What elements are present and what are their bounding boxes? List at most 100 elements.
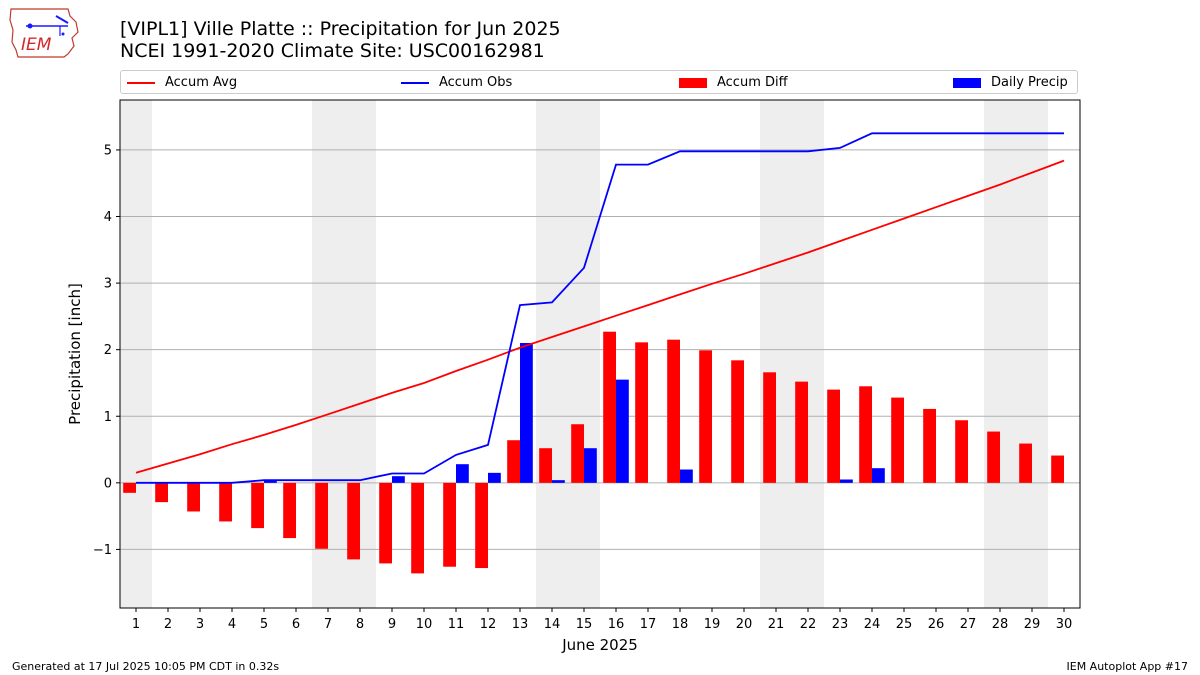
x-tick-label: 26 xyxy=(928,617,945,632)
daily-precip-bar xyxy=(616,379,629,483)
x-tick-label: 4 xyxy=(228,617,236,632)
legend-item-daily-precip: Daily Precip xyxy=(953,74,1068,92)
accum-diff-bar xyxy=(795,381,808,483)
accum-diff-bar xyxy=(347,482,360,560)
weekend-shade-day-29 xyxy=(1016,100,1048,608)
x-tick-label: 28 xyxy=(992,617,1009,632)
daily-precip-bar xyxy=(456,464,469,483)
weekend-shade-day-15 xyxy=(568,100,600,608)
x-tick-label: 9 xyxy=(388,617,396,632)
y-tick-label: 0 xyxy=(104,476,112,491)
legend-item-accum-avg: Accum Avg xyxy=(127,74,237,92)
legend-swatch-accum-avg xyxy=(127,81,155,84)
x-tick-label: 15 xyxy=(576,617,593,632)
x-tick-label: 6 xyxy=(292,617,300,632)
accum-obs-line xyxy=(136,132,1064,484)
y-tick-label: 1 xyxy=(104,410,112,425)
accum-diff-bar xyxy=(123,482,136,493)
accum-diff-bar xyxy=(251,482,264,529)
accum-diff-bar xyxy=(827,389,840,483)
y-tick-label: 3 xyxy=(104,277,112,292)
x-tick-label: 22 xyxy=(800,617,817,632)
accum-diff-bar xyxy=(443,482,456,567)
y-axis-label: Precipitation [inch] xyxy=(66,283,84,425)
bars xyxy=(123,331,1064,574)
legend-label-accum-diff: Accum Diff xyxy=(717,75,788,90)
accum-diff-bar xyxy=(219,482,232,522)
accum-diff-bar xyxy=(763,372,776,483)
accum-diff-bar xyxy=(539,448,552,483)
legend-swatch-accum-obs xyxy=(401,81,429,84)
accum-diff-bar xyxy=(603,331,616,483)
x-tick-label: 12 xyxy=(480,617,497,632)
weekend-shade-day-14 xyxy=(536,100,568,608)
y-tick-label: −1 xyxy=(93,543,112,558)
daily-precip-bar xyxy=(488,472,501,483)
daily-precip-bar xyxy=(520,343,533,483)
title-line-1: [VIPL1] Ville Platte :: Precipitation fo… xyxy=(120,18,561,40)
daily-precip-bar xyxy=(264,480,277,483)
accum-diff-bar xyxy=(923,408,936,483)
legend-item-accum-obs: Accum Obs xyxy=(401,74,512,92)
accum-diff-bar xyxy=(699,350,712,483)
legend-swatch-daily-precip xyxy=(953,77,981,88)
accum-diff-bar xyxy=(1051,455,1064,483)
legend-label-accum-obs: Accum Obs xyxy=(439,75,513,90)
accum-diff-bar xyxy=(475,482,488,569)
x-tick-label: 25 xyxy=(896,617,913,632)
accum-diff-bar xyxy=(315,482,328,549)
x-tick-label: 1 xyxy=(132,617,140,632)
weekend-shading xyxy=(120,100,1048,608)
legend-label-accum-avg: Accum Avg xyxy=(165,75,238,90)
accum-diff-bar xyxy=(283,482,296,539)
daily-precip-bar xyxy=(680,469,693,483)
x-tick-label: 2 xyxy=(164,617,172,632)
x-tick-label: 8 xyxy=(356,617,364,632)
accum-diff-bar xyxy=(571,424,584,483)
x-tick-label: 21 xyxy=(768,617,785,632)
chart-title: [VIPL1] Ville Platte :: Precipitation fo… xyxy=(120,18,561,62)
accum-diff-bar xyxy=(1019,443,1032,483)
accum-diff-bar xyxy=(891,397,904,483)
x-tick-label: 18 xyxy=(672,617,689,632)
accum-diff-bar xyxy=(987,431,1000,483)
plot-frame xyxy=(119,99,1081,609)
y-tick-label: 2 xyxy=(104,343,112,358)
logo-text: IEM xyxy=(21,35,52,55)
daily-precip-bar xyxy=(392,476,405,483)
legend-swatch-accum-diff xyxy=(679,77,707,88)
x-tick-label: 5 xyxy=(260,617,268,632)
x-tick-label: 27 xyxy=(960,617,977,632)
accum-diff-bar xyxy=(411,482,424,574)
weekend-shade-day-21 xyxy=(760,100,792,608)
legend: Accum Avg Accum Obs Accum Diff Daily Pre… xyxy=(120,70,1078,94)
x-tick-label: 14 xyxy=(544,617,561,632)
x-tick-label: 24 xyxy=(864,617,881,632)
accum-avg-line xyxy=(135,159,1065,474)
daily-precip-bar xyxy=(552,480,565,483)
x-tick-label: 10 xyxy=(416,617,433,632)
weekend-shade-day-22 xyxy=(792,100,824,608)
x-tick-label: 16 xyxy=(608,617,625,632)
title-line-2: NCEI 1991-2020 Climate Site: USC00162981 xyxy=(120,40,545,62)
accum-diff-bar xyxy=(635,342,648,483)
x-tick-label: 17 xyxy=(640,617,657,632)
accum-diff-bar xyxy=(859,386,872,483)
weekend-shade-day-1 xyxy=(120,100,152,608)
legend-label-daily-precip: Daily Precip xyxy=(991,75,1068,90)
accum-diff-bar xyxy=(667,339,680,483)
x-tick-label: 3 xyxy=(196,617,204,632)
x-axis-label: June 2025 xyxy=(561,636,638,654)
iem-iowa-logo-icon: IEM xyxy=(9,8,79,58)
x-tick-label: 30 xyxy=(1056,617,1073,632)
x-tick-label: 29 xyxy=(1024,617,1041,632)
iem-logo: IEM xyxy=(8,6,80,60)
x-tick-label: 13 xyxy=(512,617,529,632)
y-tick-label: 4 xyxy=(104,210,112,225)
y-tick-label: 5 xyxy=(104,143,112,158)
daily-precip-bar xyxy=(584,448,597,483)
series-lines xyxy=(135,132,1065,484)
daily-precip-bar xyxy=(872,468,885,483)
accum-diff-bar xyxy=(955,420,968,483)
